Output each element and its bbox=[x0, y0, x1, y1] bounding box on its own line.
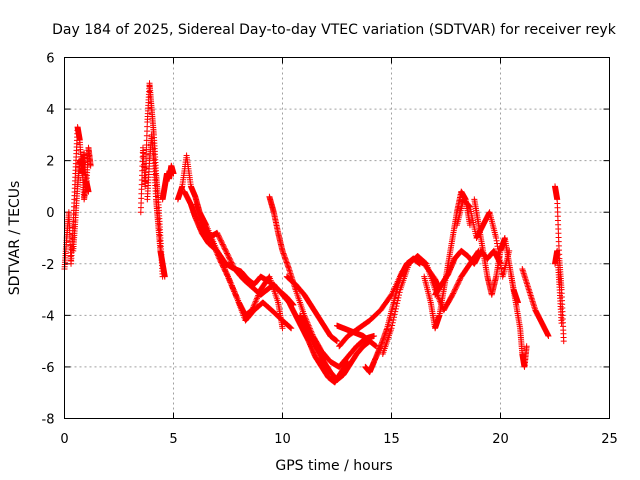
data-point-markers bbox=[508, 273, 530, 370]
track-10 bbox=[286, 299, 351, 386]
data-point-markers bbox=[286, 299, 351, 386]
data-point-markers bbox=[283, 273, 340, 345]
y-tick-label: -4 bbox=[42, 309, 55, 324]
data-point-markers bbox=[519, 265, 552, 339]
chart-title: Day 184 of 2025, Sidereal Day-to-day VTE… bbox=[52, 22, 617, 38]
x-tick-label: 0 bbox=[60, 432, 68, 447]
data-point-markers bbox=[432, 247, 504, 298]
y-tick-label: -2 bbox=[42, 258, 55, 273]
y-axis-label: SDTVAR / TECUs bbox=[7, 181, 23, 296]
y-tick-label: 6 bbox=[46, 52, 54, 67]
x-tick-label: 20 bbox=[492, 432, 509, 447]
track-1 bbox=[70, 157, 92, 254]
track-24 bbox=[552, 247, 565, 327]
y-tick-label: -6 bbox=[42, 361, 55, 376]
x-tick-label: 10 bbox=[274, 432, 291, 447]
data-point-markers bbox=[552, 247, 565, 327]
track-11 bbox=[296, 312, 373, 383]
track-22 bbox=[519, 265, 552, 339]
series-sdtvar bbox=[61, 80, 567, 386]
track-18 bbox=[432, 247, 504, 298]
track-3 bbox=[144, 131, 168, 280]
data-point-markers bbox=[296, 312, 373, 383]
data-point-markers bbox=[198, 216, 295, 332]
track-12 bbox=[283, 273, 340, 345]
track-4 bbox=[159, 162, 177, 203]
y-tick-label: 2 bbox=[46, 155, 54, 170]
data-points bbox=[61, 80, 567, 386]
x-axis-label: GPS time / hours bbox=[275, 458, 392, 474]
track-8 bbox=[198, 216, 295, 332]
y-tick-label: -8 bbox=[42, 413, 55, 428]
track-21 bbox=[508, 273, 530, 370]
tick-labels: 0 5 10 15 20 25 -8 -6 -4 -2 0 2 4 6 bbox=[42, 52, 618, 448]
y-tick-label: 0 bbox=[46, 206, 54, 221]
x-tick-label: 25 bbox=[601, 432, 618, 447]
x-tick-label: 15 bbox=[383, 432, 400, 447]
data-point-markers bbox=[159, 162, 177, 203]
data-point-markers bbox=[144, 131, 168, 280]
data-point-markers bbox=[70, 157, 92, 254]
x-tick-label: 5 bbox=[169, 432, 177, 447]
plot-frame bbox=[64, 57, 610, 419]
y-tick-label: 4 bbox=[46, 103, 54, 118]
